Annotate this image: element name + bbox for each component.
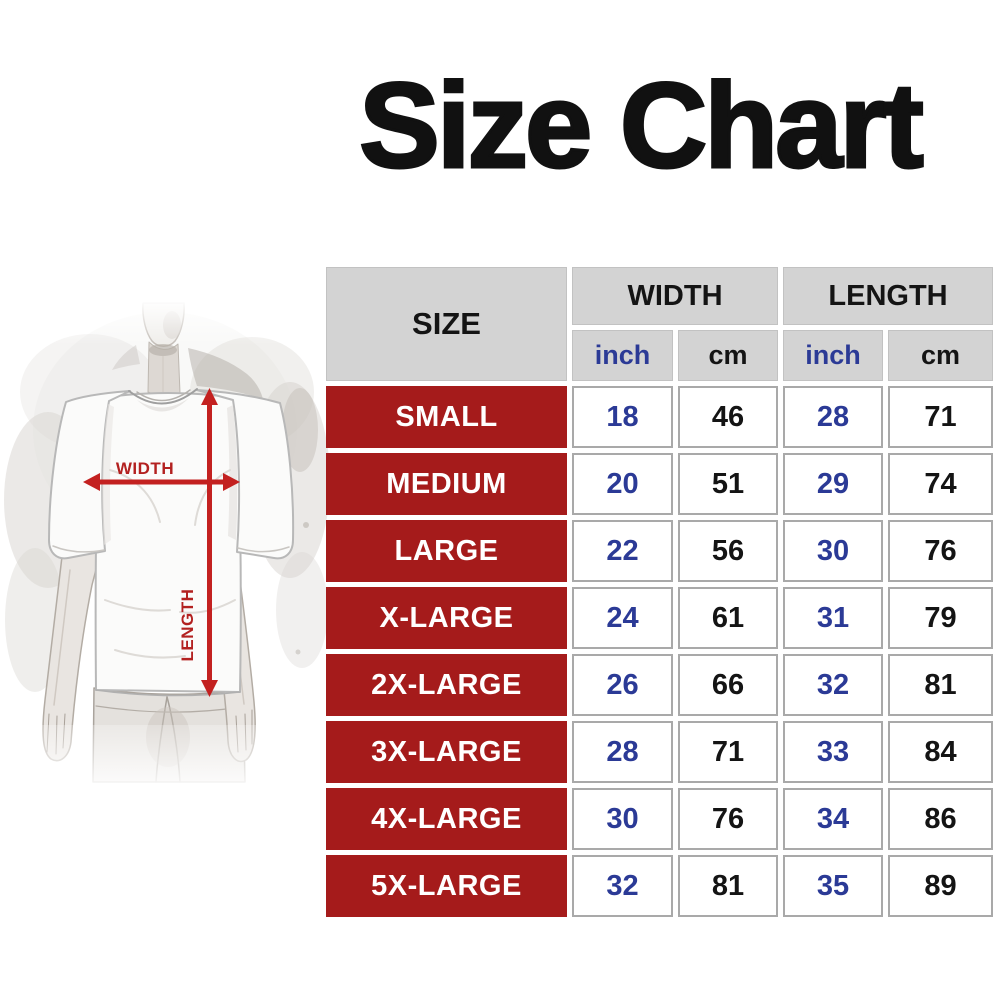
width-header-cell: WIDTH — [572, 267, 778, 325]
length-cm-value: 84 — [888, 721, 993, 783]
size-cell: 5X-LARGE — [326, 855, 567, 917]
length-cm-value: 71 — [888, 386, 993, 448]
length-inch-value: 29 — [783, 453, 883, 515]
width-inch-value: 24 — [572, 587, 673, 649]
size-table: SIZE WIDTH LENGTH inch cm inch cm SMALL … — [326, 267, 993, 917]
width-inch-value: 26 — [572, 654, 673, 716]
size-cell: MEDIUM — [326, 453, 567, 515]
width-inch-value: 20 — [572, 453, 673, 515]
length-header-cell: LENGTH — [783, 267, 993, 325]
width-cm-value: 66 — [678, 654, 778, 716]
size-header-cell: SIZE — [326, 267, 567, 381]
length-cm-value: 76 — [888, 520, 993, 582]
length-cm-value: 86 — [888, 788, 993, 850]
length-cm-value: 81 — [888, 654, 993, 716]
length-inch-value: 31 — [783, 587, 883, 649]
size-cell: X-LARGE — [326, 587, 567, 649]
length-arrow — [201, 388, 218, 697]
length-cm-value: 79 — [888, 587, 993, 649]
width-cm-value: 56 — [678, 520, 778, 582]
width-arrow — [83, 473, 240, 491]
size-cell: 3X-LARGE — [326, 721, 567, 783]
width-cm-value: 76 — [678, 788, 778, 850]
size-cell: 4X-LARGE — [326, 788, 567, 850]
width-inch-value: 22 — [572, 520, 673, 582]
length-inch-value: 34 — [783, 788, 883, 850]
size-cell: LARGE — [326, 520, 567, 582]
length-inch-value: 32 — [783, 654, 883, 716]
length-cm-value: 89 — [888, 855, 993, 917]
length-inch-value: 30 — [783, 520, 883, 582]
width-inch-value: 28 — [572, 721, 673, 783]
width-cm-value: 81 — [678, 855, 778, 917]
size-cell: 2X-LARGE — [326, 654, 567, 716]
length-inch-value: 33 — [783, 721, 883, 783]
width-cm-header: cm — [678, 330, 778, 381]
top-fade — [0, 300, 330, 345]
length-inch-value: 35 — [783, 855, 883, 917]
length-cm-value: 74 — [888, 453, 993, 515]
width-cm-value: 51 — [678, 453, 778, 515]
bottom-fade — [0, 725, 330, 805]
width-inch-header: inch — [572, 330, 673, 381]
length-arrow-label: LENGTH — [178, 589, 197, 662]
tshirt-illustration: WIDTH LENGTH — [0, 300, 330, 805]
width-inch-value: 30 — [572, 788, 673, 850]
size-cell: SMALL — [326, 386, 567, 448]
width-cm-value: 46 — [678, 386, 778, 448]
length-cm-header: cm — [888, 330, 993, 381]
width-inch-value: 32 — [572, 855, 673, 917]
width-cm-value: 61 — [678, 587, 778, 649]
length-inch-value: 28 — [783, 386, 883, 448]
width-inch-value: 18 — [572, 386, 673, 448]
length-inch-header: inch — [783, 330, 883, 381]
page-title: Size Chart — [358, 57, 926, 193]
width-cm-value: 71 — [678, 721, 778, 783]
width-arrow-label: WIDTH — [116, 459, 174, 478]
